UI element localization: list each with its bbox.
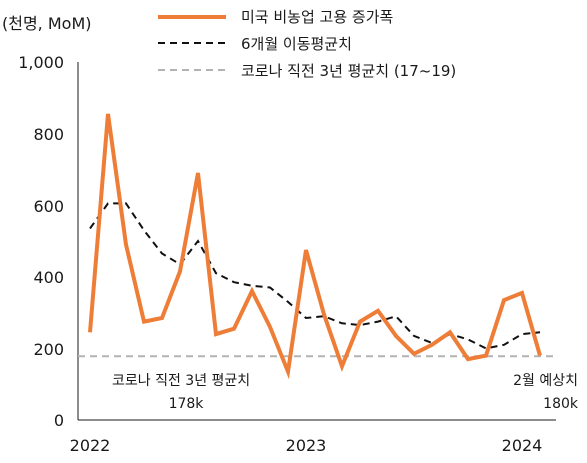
baseline-annotation-value: 178k — [169, 396, 205, 412]
forecast-annotation-value: 180k — [543, 396, 579, 412]
x-tick-label: 2024 — [502, 436, 543, 455]
payrolls-line — [88, 113, 542, 380]
forecast-annotation-label: 2월 예상치 — [513, 373, 578, 389]
x-tick-label: 2022 — [70, 436, 111, 455]
y-tick-label: 0 — [54, 411, 64, 430]
y-tick-label: 200 — [33, 340, 64, 359]
y-tick-label: 800 — [33, 125, 64, 144]
y-tick-labels: 0 200 400 600 800 1,000 — [18, 53, 64, 430]
baseline-annotation-label: 코로나 직전 3년 평균치 — [112, 373, 250, 389]
legend-label-baseline: 코로나 직전 3년 평균치 (17~19) — [241, 62, 456, 80]
series-layer — [78, 113, 556, 380]
y-tick-label: 400 — [33, 268, 64, 287]
moving-avg-line — [89, 202, 541, 350]
legend: 미국 비농업 고용 증가폭 6개월 이동평균치 코로나 직전 3년 평균치 (1… — [158, 8, 456, 80]
legend-label-moving-avg: 6개월 이동평균치 — [241, 35, 352, 53]
unit-label: (천명, MoM) — [2, 14, 92, 33]
annotations: 코로나 직전 3년 평균치 178k 2월 예상치 180k — [112, 373, 579, 412]
y-tick-label: 1,000 — [18, 53, 64, 72]
legend-label-payrolls: 미국 비농업 고용 증가폭 — [241, 8, 393, 26]
x-tick-label: 2023 — [286, 436, 327, 455]
x-tick-labels: 2022 2023 2024 — [70, 436, 543, 455]
y-tick-label: 600 — [33, 197, 64, 216]
